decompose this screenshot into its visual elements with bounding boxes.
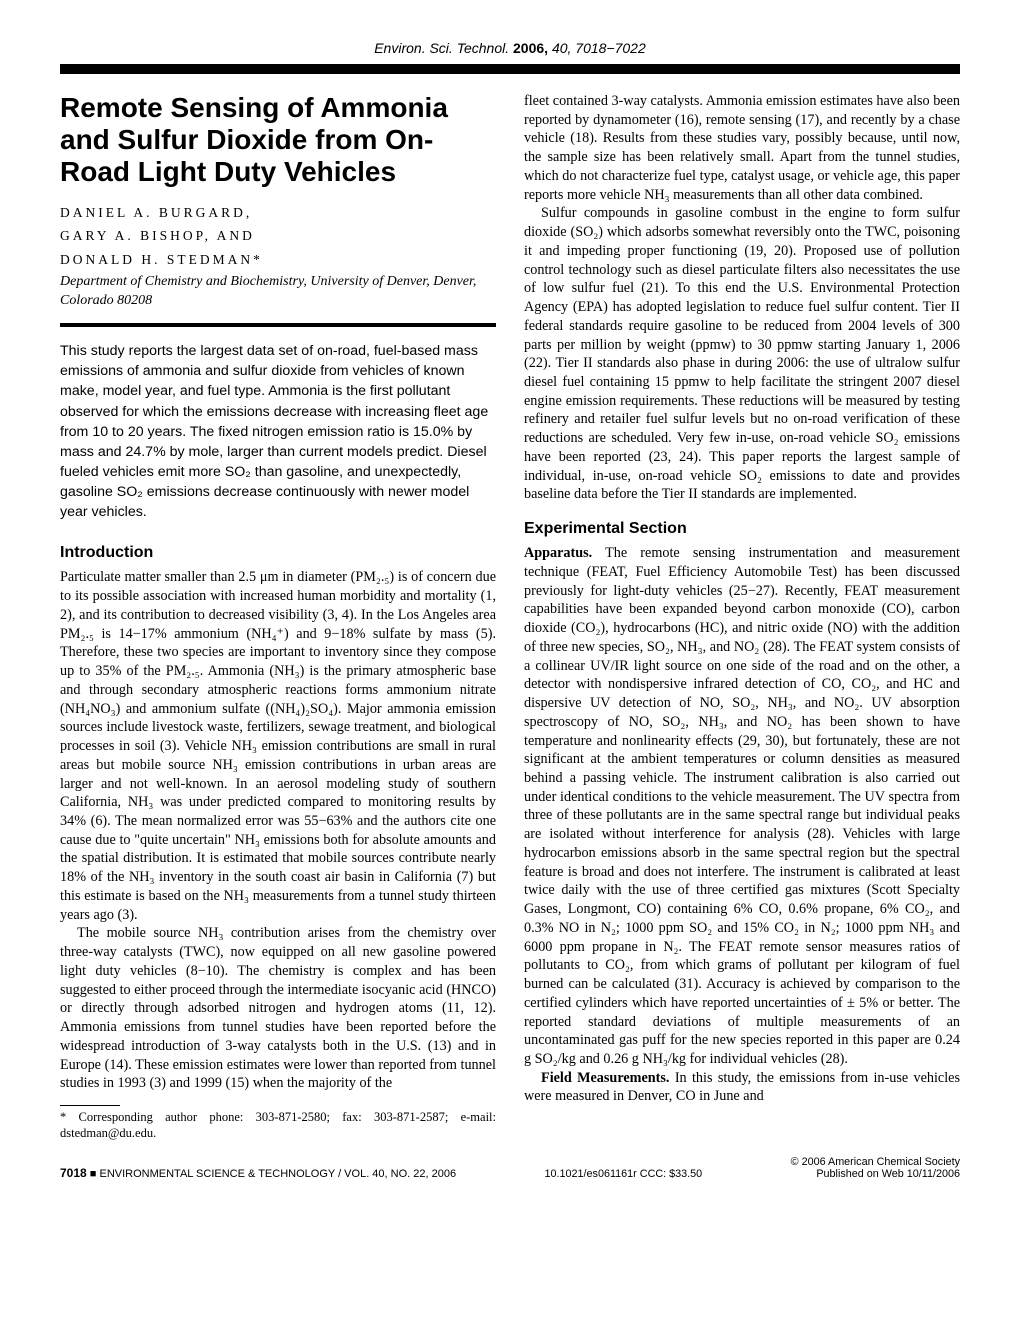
right-paragraph-1: fleet contained 3-way catalysts. Ammonia…: [524, 92, 960, 204]
page-number: 7018: [60, 1166, 87, 1180]
author-line-1: DANIEL A. BURGARD,: [60, 203, 496, 223]
introduction-heading: Introduction: [60, 544, 496, 562]
footer-pubdate: Published on Web 10/11/2006: [791, 1168, 960, 1180]
page-footer: 7018 ■ ENVIRONMENTAL SCIENCE & TECHNOLOG…: [60, 1156, 960, 1180]
footnote-rule: [60, 1105, 120, 1106]
footer-left: 7018 ■ ENVIRONMENTAL SCIENCE & TECHNOLOG…: [60, 1166, 456, 1180]
left-column: Remote Sensing of Ammonia and Sulfur Dio…: [60, 92, 496, 1142]
footer-journal-line: ENVIRONMENTAL SCIENCE & TECHNOLOGY / VOL…: [99, 1168, 456, 1180]
journal-year: 2006,: [513, 40, 548, 56]
author-line-2: GARY A. BISHOP, AND: [60, 226, 496, 246]
exp-p1-text: The remote sensing instrumentation and m…: [524, 545, 960, 1067]
journal-vol-pages: 40, 7018−7022: [552, 40, 646, 56]
footer-right: © 2006 American Chemical Society Publish…: [791, 1156, 960, 1180]
right-column: fleet contained 3-way catalysts. Ammonia…: [524, 92, 960, 1142]
right-paragraph-2: Sulfur compounds in gasoline combust in …: [524, 204, 960, 504]
author-line-3: DONALD H. STEDMAN*: [60, 250, 496, 270]
journal-abbrev: Environ. Sci. Technol.: [374, 40, 509, 56]
affiliation: Department of Chemistry and Biochemistry…: [60, 273, 496, 311]
experimental-paragraph-1: Apparatus. The remote sensing instrument…: [524, 544, 960, 1069]
article-title: Remote Sensing of Ammonia and Sulfur Dio…: [60, 92, 496, 189]
footer-center: 10.1021/es061161r CCC: $33.50: [545, 1168, 703, 1180]
masthead: Environ. Sci. Technol. 2006, 40, 7018−70…: [60, 40, 960, 56]
experimental-heading: Experimental Section: [524, 520, 960, 538]
page-container: Environ. Sci. Technol. 2006, 40, 7018−70…: [0, 0, 1020, 1210]
intro-paragraph-1: Particulate matter smaller than 2.5 μm i…: [60, 568, 496, 924]
top-rule: [60, 64, 960, 74]
footer-copyright: © 2006 American Chemical Society: [791, 1156, 960, 1168]
abstract-text: This study reports the largest data set …: [60, 341, 496, 522]
two-column-layout: Remote Sensing of Ammonia and Sulfur Dio…: [60, 92, 960, 1142]
footer-bullet: ■: [90, 1168, 97, 1180]
corresponding-author-footnote: * Corresponding author phone: 303-871-25…: [60, 1109, 496, 1142]
intro-paragraph-2: The mobile source NH₃ contribution arise…: [60, 924, 496, 1093]
experimental-paragraph-2: Field Measurements. In this study, the e…: [524, 1069, 960, 1106]
mid-rule: [60, 323, 496, 327]
